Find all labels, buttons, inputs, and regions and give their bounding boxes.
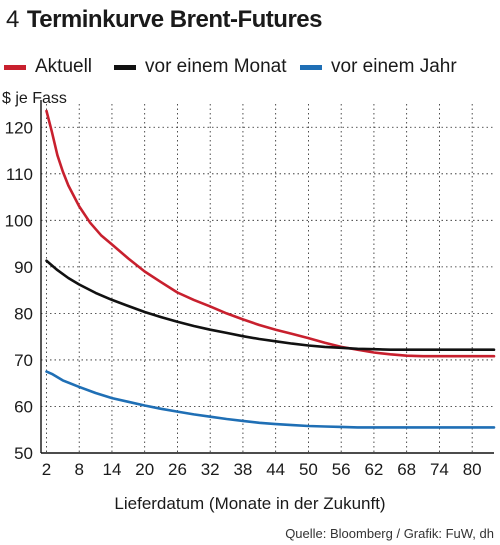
legend-swatch-vor-einem-jahr <box>300 64 322 70</box>
series-line-vor-einem-monat <box>45 259 496 351</box>
x-tick-label-20: 20 <box>135 460 154 479</box>
x-tick-label-62: 62 <box>364 460 383 479</box>
legend-entry-aktuell: Aktuell <box>4 56 92 78</box>
legend-swatch-vor-einem-monat <box>114 64 136 70</box>
x-tick-label-38: 38 <box>233 460 252 479</box>
y-tick-label-100: 100 <box>5 211 33 230</box>
x-tick-label-44: 44 <box>266 460 285 479</box>
legend-label-vor-einem-monat: vor einem Monat <box>145 56 287 77</box>
x-tick-label-80: 80 <box>463 460 482 479</box>
chart-number: 4 <box>6 6 19 33</box>
y-tick-label-120: 120 <box>5 118 33 137</box>
legend-entry-vor-einem-monat: vor einem Monat <box>114 56 287 78</box>
y-tick-label-90: 90 <box>14 258 33 277</box>
x-tick-label-2: 2 <box>42 460 51 479</box>
x-axis-label: Lieferdatum (Monate in der Zukunft) <box>114 494 386 513</box>
legend-label-vor-einem-jahr: vor einem Jahr <box>331 56 457 77</box>
y-axis-unit-label: $ je Fass <box>2 90 67 107</box>
x-tick-label-68: 68 <box>397 460 416 479</box>
legend-label-aktuell: Aktuell <box>35 56 93 77</box>
x-tick-label-8: 8 <box>74 460 83 479</box>
legend-swatch-aktuell <box>4 64 26 70</box>
y-tick-label-60: 60 <box>14 397 33 416</box>
x-tick-label-26: 26 <box>168 460 187 479</box>
chart-title-text: Terminkurve Brent-Futures <box>26 6 323 33</box>
x-tick-label-32: 32 <box>201 460 220 479</box>
y-tick-label-80: 80 <box>14 304 33 323</box>
y-tick-label-50: 50 <box>14 444 33 463</box>
x-tick-label-14: 14 <box>102 460 121 479</box>
legend: Aktuell vor einem Monat vor einem Jahr <box>0 56 500 82</box>
x-tick-label-74: 74 <box>430 460 449 479</box>
source-note: Quelle: Bloomberg / Grafik: FuW, dh <box>285 526 494 541</box>
x-tick-label-56: 56 <box>332 460 351 479</box>
series-line-vor-einem-jahr <box>45 370 496 429</box>
series-line-aktuell <box>45 109 496 358</box>
y-tick-label-110: 110 <box>6 165 33 184</box>
chart-title: 4 Terminkurve Brent-Futures <box>6 6 322 34</box>
x-tick-label-50: 50 <box>299 460 318 479</box>
legend-entry-vor-einem-jahr: vor einem Jahr <box>300 56 457 78</box>
y-tick-label-70: 70 <box>14 351 33 370</box>
